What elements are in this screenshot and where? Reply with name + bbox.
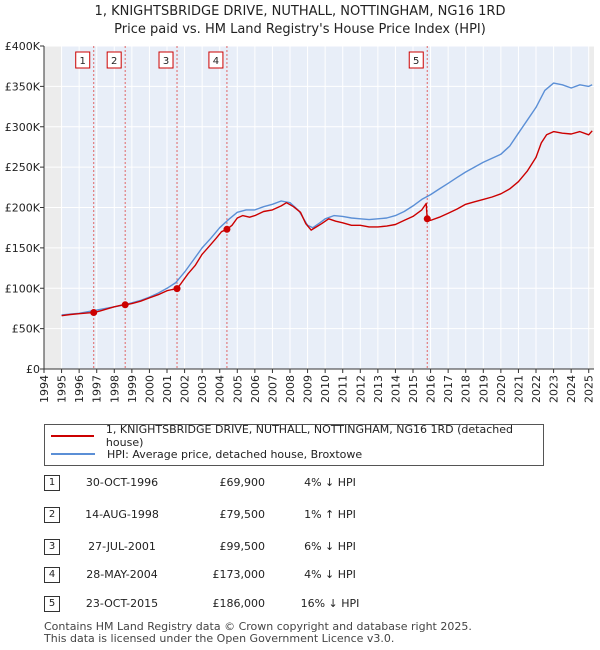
footer-copyright: Contains HM Land Registry data © Crown c… bbox=[44, 620, 472, 633]
legend-swatch-property bbox=[51, 435, 94, 437]
x-tick-label: 2017 bbox=[442, 375, 455, 403]
x-tick-label: 2012 bbox=[354, 375, 367, 403]
sale-point bbox=[223, 225, 231, 233]
chart-title: 1, KNIGHTSBRIDGE DRIVE, NUTHALL, NOTTING… bbox=[94, 4, 506, 19]
x-tick-label: 2009 bbox=[302, 375, 315, 403]
x-tick-label: 2005 bbox=[231, 375, 244, 403]
transaction-price: £79,500 bbox=[219, 508, 266, 521]
x-tick-label: 2000 bbox=[143, 375, 156, 403]
x-tick-label: 2010 bbox=[319, 375, 332, 403]
transaction-date: 30-OCT-1996 bbox=[85, 476, 159, 489]
x-tick-label: 2001 bbox=[161, 375, 174, 403]
x-tick-label: 2018 bbox=[460, 375, 473, 403]
x-tick-label: 1999 bbox=[126, 375, 139, 403]
transaction-row: 3 27-JUL-2001 £99,500 6% ↓ HPI bbox=[0, 539, 600, 557]
x-tick-label: 2024 bbox=[565, 375, 578, 403]
x-tick-label: 2015 bbox=[407, 375, 420, 403]
sale-marker-box bbox=[408, 51, 424, 69]
x-tick-label: 2004 bbox=[214, 375, 227, 403]
x-tick-label: 2016 bbox=[425, 375, 438, 403]
footer-licence: This data is licensed under the Open Gov… bbox=[44, 632, 395, 645]
sale-marker-label: 3 bbox=[163, 56, 169, 67]
transaction-number: 1 bbox=[44, 475, 60, 491]
series-line-hpi bbox=[61, 82, 593, 316]
transaction-hpi-diff: 4% ↓ HPI bbox=[304, 476, 356, 489]
sale-point bbox=[121, 301, 129, 309]
x-tick-label: 2021 bbox=[512, 375, 525, 403]
transaction-hpi-diff: 1% ↑ HPI bbox=[304, 508, 356, 521]
sale-marker-box bbox=[158, 51, 174, 69]
x-tick-label: 2025 bbox=[583, 375, 596, 403]
sale-marker-box bbox=[75, 51, 91, 69]
chart-subtitle: Price paid vs. HM Land Registry's House … bbox=[114, 22, 486, 37]
x-tick-label: 2011 bbox=[337, 375, 350, 403]
x-tick-label: 1997 bbox=[91, 375, 104, 403]
transaction-number: 3 bbox=[44, 539, 60, 555]
x-tick-label: 2022 bbox=[530, 375, 543, 403]
transaction-row: 4 28-MAY-2004 £173,000 4% ↓ HPI bbox=[0, 567, 600, 585]
sale-marker-box bbox=[106, 51, 122, 69]
sale-point bbox=[90, 309, 98, 317]
transaction-hpi-diff: 6% ↓ HPI bbox=[304, 540, 356, 553]
transaction-date: 27-JUL-2001 bbox=[88, 540, 156, 553]
x-tick-label: 2013 bbox=[372, 375, 385, 403]
series-line-property bbox=[61, 130, 593, 317]
x-tick-label: 2003 bbox=[196, 375, 209, 403]
legend-item-property: 1, KNIGHTSBRIDGE DRIVE, NUTHALL, NOTTING… bbox=[51, 423, 543, 449]
transaction-number: 5 bbox=[44, 596, 60, 612]
y-tick-label: £50K bbox=[12, 323, 41, 336]
sale-marker-box bbox=[208, 51, 224, 69]
x-tick-label: 2007 bbox=[266, 375, 279, 403]
y-tick-label: £300K bbox=[5, 121, 41, 134]
transaction-date: 23-OCT-2015 bbox=[85, 597, 159, 610]
x-tick-label: 1996 bbox=[73, 375, 86, 403]
y-tick-label: £0 bbox=[26, 363, 40, 376]
x-tick-label: 2002 bbox=[179, 375, 192, 403]
y-tick-label: £200K bbox=[5, 202, 41, 215]
price-chart: 1 2 3 4 5 £0 £50K £100K £150K £200K £250K £300K £350… bbox=[5, 40, 596, 403]
sale-marker-label: 2 bbox=[111, 56, 117, 67]
legend-swatch-hpi bbox=[51, 453, 95, 455]
transaction-row: 5 23-OCT-2015 £186,000 16% ↓ HPI bbox=[0, 596, 600, 614]
x-tick-label: 2008 bbox=[284, 375, 297, 403]
y-tick-label: £400K bbox=[5, 40, 41, 53]
transaction-date: 14-AUG-1998 bbox=[85, 508, 159, 521]
x-tick-label: 1995 bbox=[56, 375, 69, 403]
x-tick-label: 2023 bbox=[548, 375, 561, 403]
x-tick-label: 2006 bbox=[249, 375, 262, 403]
sale-marker-label: 1 bbox=[80, 56, 86, 67]
y-tick-label: £150K bbox=[5, 242, 41, 255]
x-tick-label: 1998 bbox=[108, 375, 121, 403]
y-tick-label: £250K bbox=[5, 161, 41, 174]
legend-item-hpi: HPI: Average price, detached house, Brox… bbox=[51, 446, 362, 462]
chart-legend: 1, KNIGHTSBRIDGE DRIVE, NUTHALL, NOTTING… bbox=[44, 423, 544, 466]
sale-marker-label: 4 bbox=[213, 56, 219, 67]
legend-label-hpi: HPI: Average price, detached house, Brox… bbox=[107, 447, 363, 461]
legend-label-property: 1, KNIGHTSBRIDGE DRIVE, NUTHALL, NOTTING… bbox=[105, 423, 513, 449]
transaction-date: 28-MAY-2004 bbox=[86, 568, 158, 581]
x-tick-label: 2019 bbox=[477, 375, 490, 403]
transaction-number: 2 bbox=[44, 507, 60, 523]
sale-point bbox=[173, 285, 181, 293]
transaction-hpi-diff: 4% ↓ HPI bbox=[304, 568, 356, 581]
transaction-row: 1 30-OCT-1996 £69,900 4% ↓ HPI bbox=[0, 475, 600, 493]
transaction-price: £186,000 bbox=[212, 597, 266, 610]
sale-point bbox=[423, 215, 431, 223]
transaction-hpi-diff: 16% ↓ HPI bbox=[300, 597, 360, 610]
transaction-price: £69,900 bbox=[219, 476, 266, 489]
transaction-price: £99,500 bbox=[219, 540, 266, 553]
transaction-row: 2 14-AUG-1998 £79,500 1% ↑ HPI bbox=[0, 507, 600, 525]
x-tick-label: 2020 bbox=[495, 375, 508, 403]
transaction-price: £173,000 bbox=[212, 568, 266, 581]
y-tick-label: £100K bbox=[5, 282, 41, 295]
sale-marker-label: 5 bbox=[413, 56, 419, 67]
y-tick-label: £350K bbox=[5, 80, 41, 93]
x-tick-label: 2014 bbox=[389, 375, 402, 403]
x-tick-label: 1994 bbox=[38, 375, 51, 403]
transaction-number: 4 bbox=[44, 567, 60, 583]
